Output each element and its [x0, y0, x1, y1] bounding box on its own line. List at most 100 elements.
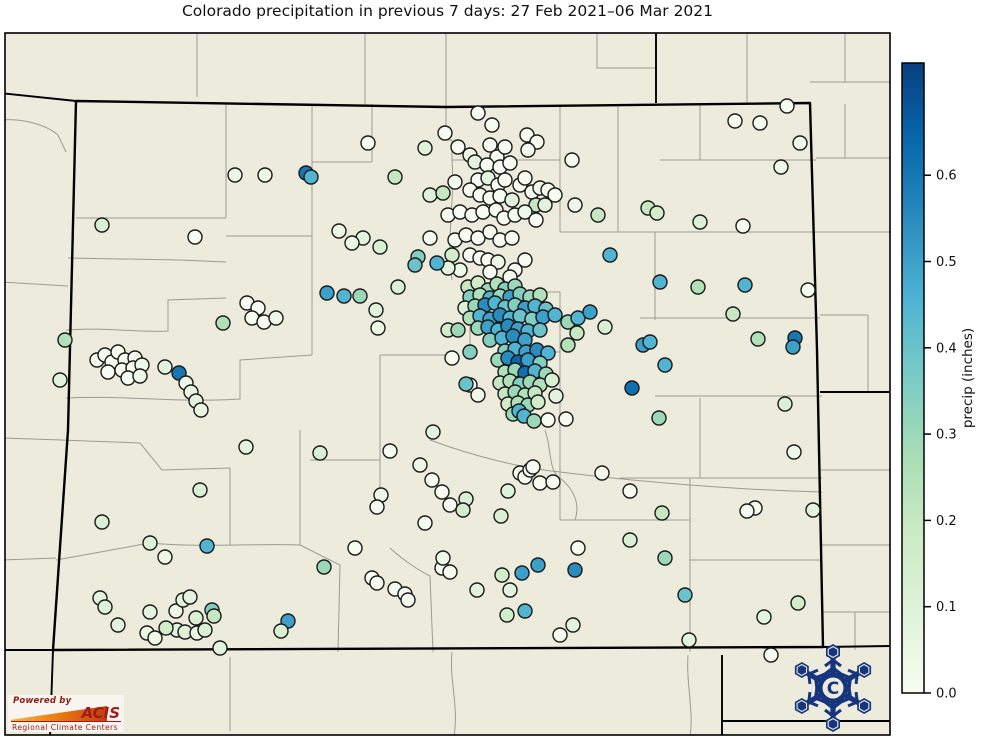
- station-dot: [372, 239, 388, 255]
- station-dot: [504, 230, 520, 246]
- station-dot: [484, 117, 500, 133]
- station-dot: [303, 169, 319, 185]
- station-dot: [434, 484, 450, 500]
- station-dot: [344, 235, 360, 251]
- station-dot: [142, 535, 158, 551]
- snowflake-icon: C: [788, 644, 878, 734]
- station-dot: [197, 622, 213, 638]
- station-dot: [532, 322, 548, 338]
- colorbar-ticks: 0.0 0.1 0.2 0.3 0.4 0.5 0.6: [924, 169, 957, 702]
- station-dot: [199, 538, 215, 554]
- station-dot: [429, 255, 445, 271]
- station-dot: [681, 632, 697, 648]
- station-dot: [530, 557, 546, 573]
- colorbar-tick-label: 0.0: [936, 687, 957, 702]
- station-dot: [455, 502, 471, 518]
- station-dot: [569, 325, 585, 341]
- station-dot: [725, 306, 741, 322]
- station-dot: [97, 599, 113, 615]
- station-dot: [750, 331, 766, 347]
- station-dot: [537, 197, 553, 213]
- station-dot: [469, 582, 485, 598]
- station-dot: [497, 139, 513, 155]
- station-dot: [652, 274, 668, 290]
- station-dot: [212, 640, 228, 656]
- station-dot: [530, 394, 546, 410]
- station-dot: [215, 315, 231, 331]
- station-dot: [168, 603, 184, 619]
- station-dot: [450, 322, 466, 338]
- station-dot: [312, 445, 328, 461]
- station-dot: [594, 465, 610, 481]
- station-dot: [792, 135, 808, 151]
- station-dot: [319, 285, 335, 301]
- station-dot: [132, 368, 148, 384]
- station-dot: [735, 218, 751, 234]
- station-dot: [52, 372, 68, 388]
- station-dot: [188, 610, 204, 626]
- station-dot: [368, 302, 384, 318]
- station-dot: [597, 319, 613, 335]
- acis-subtitle: Regional Climate Centers: [12, 723, 118, 732]
- acis-powered-by: Powered by: [13, 696, 72, 706]
- station-dot: [435, 550, 451, 566]
- station-dot: [387, 169, 403, 185]
- station-dot: [435, 185, 451, 201]
- station-dot: [490, 254, 506, 270]
- station-dot: [567, 562, 583, 578]
- station-dot: [779, 98, 795, 114]
- acis-divider: [11, 721, 121, 722]
- station-dot: [157, 549, 173, 565]
- station-dot: [514, 565, 530, 581]
- station-dot: [370, 320, 386, 336]
- station-dot: [142, 604, 158, 620]
- colorbar-tick-label: 0.2: [936, 514, 957, 529]
- colorbar-tick-label: 0.5: [936, 255, 957, 270]
- colorbar-tick-label: 0.3: [936, 428, 957, 443]
- station-dot: [752, 115, 768, 131]
- station-dot: [352, 288, 368, 304]
- station-dot: [517, 170, 533, 186]
- colorbar: 0.0 0.1 0.2 0.3 0.4 0.5 0.6 precip (inches): [901, 62, 976, 702]
- station-dot: [622, 532, 638, 548]
- map-frame: [4, 32, 891, 736]
- station-dot: [800, 282, 816, 298]
- colorbar-gradient: [901, 62, 925, 694]
- station-dot: [458, 376, 474, 392]
- station-dot: [560, 337, 576, 353]
- station-dot: [390, 279, 406, 295]
- station-dot: [94, 217, 110, 233]
- station-dot: [517, 204, 533, 220]
- station-dot: [624, 380, 640, 396]
- colorbar-tick-label: 0.1: [936, 600, 957, 615]
- station-dot: [450, 139, 466, 155]
- station-dot: [482, 224, 498, 240]
- station-dot: [407, 257, 423, 273]
- station-dot: [238, 439, 254, 455]
- station-dot: [382, 443, 398, 459]
- station-dot: [677, 587, 693, 603]
- station-dot: [470, 105, 486, 121]
- station-dot: [526, 413, 542, 429]
- station-dot: [360, 135, 376, 151]
- station-dot: [475, 204, 491, 220]
- station-dot: [502, 155, 518, 171]
- station-dot: [805, 502, 821, 518]
- colorbar-tick-label: 0.4: [936, 341, 957, 356]
- station-dot: [582, 304, 598, 320]
- station-dot: [425, 424, 441, 440]
- station-dot: [540, 412, 556, 428]
- station-dot: [548, 388, 564, 404]
- station-dot: [110, 617, 126, 633]
- station-dot: [790, 595, 806, 611]
- station-dot: [657, 550, 673, 566]
- station-dot: [622, 483, 638, 499]
- station-dot: [422, 187, 438, 203]
- station-dot: [158, 620, 174, 636]
- station-dot: [602, 247, 618, 263]
- station-dot: [727, 113, 743, 129]
- station-dot: [500, 483, 516, 499]
- station-dot: [651, 410, 667, 426]
- station-dot: [369, 499, 385, 515]
